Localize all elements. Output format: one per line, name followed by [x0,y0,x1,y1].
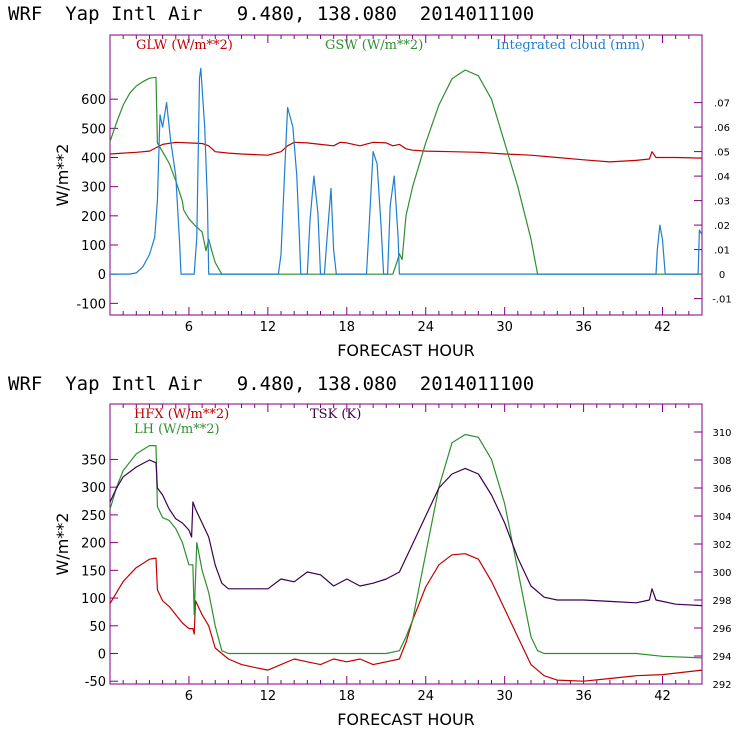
bottom-y2tick-label: 296 [712,624,731,635]
top-xtick-label: 6 [185,320,193,335]
top-series-integrated-line [110,67,703,275]
top-series-group [109,67,703,275]
top-xtick-label: 30 [496,320,513,335]
top-plot-frame [109,34,703,316]
top-ytick-label: 100 [81,239,106,254]
bottom-series-hfx-line [109,553,703,682]
top-ylabel: W/m**2 [53,144,72,207]
bottom-ytick-label: 50 [89,620,106,635]
bottom-y2tick-label: 304 [712,512,731,523]
bottom-y2tick-label: 300 [712,568,731,579]
bottom-xtick-label: 30 [496,689,513,704]
bottom-y2tick-label: 308 [712,456,731,467]
bottom-xtick-label: 42 [654,689,671,704]
top-axes: 6 12 18 24 30 36 42 -100 0 100 200 300 400 500 600 -.01… [76,35,732,335]
bottom-legend-lh: LH (W/m**2) [134,422,220,437]
top-xtick-label: 12 [260,320,277,335]
bottom-y2tick-label: 306 [712,484,731,495]
bottom-axes: 6 12 18 24 30 36 42 -50 0 50 100 150 200 250 300 350 292… [81,404,732,704]
top-y2tick-label: .05 [714,148,730,159]
top-series-gsw-line [109,69,702,275]
bottom-xlabel: FORECAST HOUR [337,710,475,729]
top-xtick-label: 24 [417,320,434,335]
bottom-series-tsk-line [109,459,703,607]
top-xtick-label: 36 [575,320,592,335]
top-y2tick-label: 0 [719,270,725,281]
bottom-ytick-label: 250 [81,509,106,524]
bottom-ylabel: W/m**2 [53,513,72,576]
top-title: WRF Yap Intl Air 9.480, 138.080 20140111… [8,3,534,25]
bottom-ytick-label: 200 [81,537,106,552]
bottom-xtick-label: 24 [417,689,434,704]
bottom-series-lh-line [109,433,703,659]
bottom-y2tick-label: 292 [712,680,731,691]
top-ytick-label: -100 [76,297,106,312]
bottom-xtick-label: 12 [260,689,277,704]
top-y2tick-label: .07 [714,99,730,110]
bottom-ytick-label: 150 [81,564,106,579]
top-ytick-label: 200 [81,210,106,225]
top-xtick-label: 42 [654,320,671,335]
top-legend-gsw: GSW (W/m**2) [325,38,423,53]
top-ytick-label: 400 [81,152,106,167]
top-ytick-label: 0 [98,268,106,283]
top-y2tick-label: -.01 [712,295,732,306]
top-ytick-label: 300 [81,181,106,196]
top-xtick-label: 18 [339,320,356,335]
bottom-xtick-label: 18 [339,689,356,704]
top-series-glw-line [109,141,703,163]
top-ytick-label: 500 [81,122,106,137]
bottom-ytick-label: 300 [81,481,106,496]
top-panel: WRF Yap Intl Air 9.480, 138.080 20140111… [8,3,732,360]
top-legend-glw: GLW (W/m**2) [136,38,233,53]
bottom-xtick-label: 6 [185,689,193,704]
top-ytick-label: 600 [81,93,106,108]
top-y2tick-label: .03 [714,197,730,208]
top-y2tick-label: .06 [714,123,730,134]
bottom-y2tick-label: 298 [712,596,731,607]
bottom-ytick-label: 100 [81,592,106,607]
top-y2tick-label: .04 [714,172,730,183]
bottom-ytick-label: 0 [98,648,106,663]
bottom-panel: WRF Yap Intl Air 9.480, 138.080 20140111… [8,373,732,729]
bottom-ytick-label: 350 [81,453,106,468]
bottom-y2tick-label: 302 [712,540,731,551]
bottom-ytick-label: -50 [85,675,106,690]
bottom-legend-hfx: HFX (W/m**2) [134,407,229,422]
top-y2tick-label: .02 [714,221,730,232]
bottom-legend-tsk: TSK (K) [310,407,361,422]
bottom-title: WRF Yap Intl Air 9.480, 138.080 20140111… [8,373,534,395]
bottom-series-group [109,433,703,682]
top-y2tick-label: .01 [714,246,730,257]
top-legend-cloud: Integrated cloud (mm) [496,38,645,53]
bottom-y2tick-label: 310 [712,428,731,439]
bottom-xtick-label: 36 [575,689,592,704]
bottom-y2tick-label: 294 [712,652,731,663]
top-xlabel: FORECAST HOUR [337,341,475,360]
